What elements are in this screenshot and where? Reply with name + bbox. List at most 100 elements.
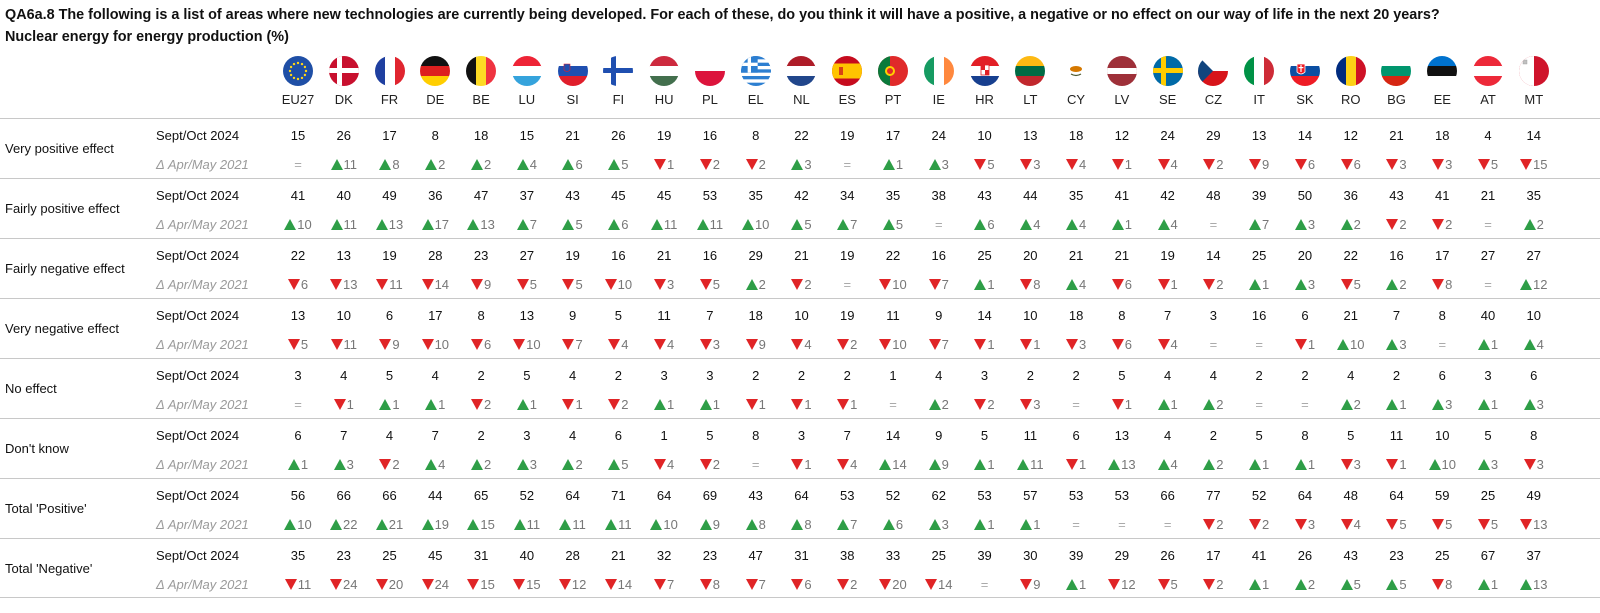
delta-value: 11 (663, 217, 678, 232)
delta-value: 14 (892, 457, 907, 472)
delta-value: 3 (1445, 397, 1453, 412)
delta-value: 15 (526, 577, 541, 592)
triangle-up-icon (1523, 219, 1536, 230)
value-cell: 30 (1023, 548, 1038, 563)
triangle-up-icon (421, 219, 434, 230)
delta-value: 3 (1033, 157, 1041, 172)
flag-dk-icon (328, 56, 359, 86)
delta-value: 1 (758, 397, 766, 412)
triangle-down-icon (608, 399, 621, 410)
delta-cell: 5 (960, 157, 1010, 172)
delta-value: 11 (572, 517, 586, 532)
delta-cell: 1 (639, 397, 689, 412)
triangle-down-icon (974, 159, 987, 170)
value-cell: 66 (382, 488, 397, 503)
delta-value: 14 (938, 577, 953, 592)
triangle-up-icon (1017, 459, 1030, 470)
triangle-up-icon (1340, 399, 1353, 410)
delta-value: 20 (892, 577, 907, 592)
triangle-down-icon (837, 579, 850, 590)
delta-cell: 11 (319, 217, 369, 232)
delta-cell: 11 (319, 337, 369, 352)
delta-value: 9 (1033, 577, 1041, 592)
delta-cell: = (1143, 517, 1193, 532)
delta-value: 11 (343, 337, 358, 352)
triangle-up-icon (330, 159, 343, 170)
delta-value: 4 (804, 337, 812, 352)
delta-cell: 14 (914, 577, 964, 592)
value-cell: 67 (1480, 548, 1496, 563)
delta-value: 2 (392, 457, 400, 472)
flag-se-icon (1152, 56, 1183, 86)
delta-cell: 7 (1234, 217, 1284, 232)
no-change-symbol: = (1209, 217, 1218, 232)
delta-cell: 8 (1417, 577, 1467, 592)
no-change-symbol: = (1255, 397, 1263, 412)
delta-cell: 2 (822, 337, 872, 352)
delta-value: 6 (575, 157, 583, 172)
delta-cell: 4 (502, 157, 552, 172)
delta-value: 5 (895, 217, 904, 232)
triangle-down-icon (1432, 219, 1445, 230)
triangle-down-icon (1065, 159, 1078, 170)
delta-value: 6 (483, 337, 492, 352)
delta-value: 11 (709, 217, 724, 232)
triangle-down-icon (837, 459, 850, 470)
delta-cell: 10 (593, 277, 643, 292)
value-cell: 66 (336, 488, 351, 503)
triangle-up-icon (837, 519, 850, 530)
triangle-up-icon (882, 219, 895, 230)
value-cell: 43 (565, 188, 580, 203)
value-cell: 2 (843, 368, 851, 383)
delta-value: 3 (1536, 457, 1544, 472)
triangle-down-icon (1432, 159, 1445, 170)
triangle-down-icon (470, 279, 483, 290)
delta-cell: 9 (456, 277, 506, 292)
flag-be-icon (466, 56, 497, 86)
triangle-down-icon (791, 279, 804, 290)
delta-value: 7 (850, 517, 858, 532)
triangle-down-icon (974, 339, 987, 350)
delta-value: 7 (758, 577, 766, 592)
delta-value: 2 (987, 397, 995, 412)
triangle-up-icon (562, 219, 575, 230)
delta-cell: 9 (1005, 577, 1055, 592)
triangle-down-icon (1203, 279, 1216, 290)
triangle-down-icon (654, 279, 667, 290)
delta-value: 4 (529, 157, 537, 172)
delta-cell: 19 (410, 517, 460, 532)
table-row: Don't know Sept/Oct 2024 Δ Apr/May 2021 6 7 4… (0, 418, 1600, 478)
delta-cell: 20 (365, 577, 415, 592)
delta-cell: 5 (273, 337, 323, 352)
delta-cell: 14 (868, 457, 918, 472)
delta-cell: 13 (319, 277, 369, 292)
value-cell: 13 (1114, 428, 1130, 443)
delta-cell: = (1463, 217, 1513, 232)
delta-value: 2 (483, 397, 492, 412)
no-change-symbol: = (294, 157, 302, 172)
delta-cell: 1 (960, 457, 1010, 472)
delta-value: 3 (346, 457, 354, 472)
country-code-el: EL (747, 92, 764, 107)
triangle-down-icon (1294, 339, 1307, 350)
delta-value: 4 (1353, 517, 1361, 532)
triangle-up-icon (928, 459, 941, 470)
country-code-es: ES (838, 92, 856, 107)
delta-value: 1 (987, 337, 995, 352)
delta-cell: 4 (776, 337, 826, 352)
period-label-current: Sept/Oct 2024 (156, 368, 240, 383)
delta-value: 9 (1262, 157, 1270, 172)
triangle-up-icon (330, 519, 343, 530)
delta-cell: 9 (914, 457, 964, 472)
value-cell: 17 (428, 308, 443, 323)
question-title: QA6a.8 The following is a list of areas … (5, 4, 1595, 48)
delta-cell: 1 (1143, 397, 1193, 412)
value-cell: 16 (702, 248, 718, 263)
value-cell: 23 (702, 548, 718, 563)
triangle-down-icon (1477, 519, 1490, 530)
delta-cell: 6 (960, 217, 1010, 232)
period-label-current: Sept/Oct 2024 (156, 188, 240, 203)
value-cell: 44 (1023, 188, 1038, 203)
delta-value: 8 (1033, 277, 1041, 292)
value-cell: 39 (1068, 548, 1084, 563)
